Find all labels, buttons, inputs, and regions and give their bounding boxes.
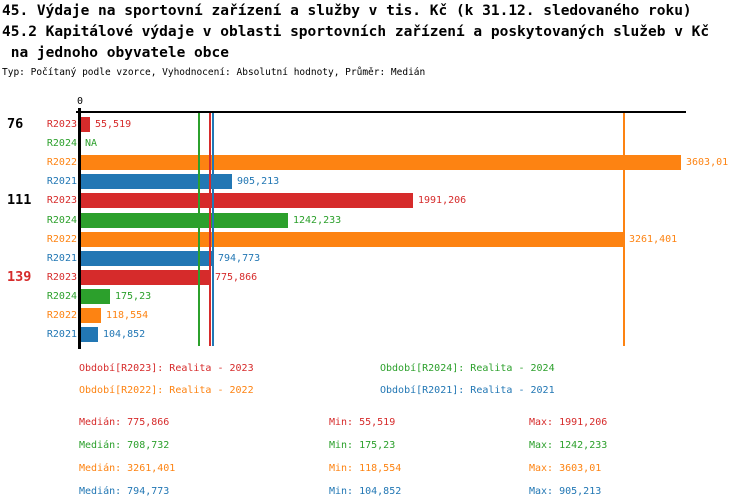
median-line-R2024 [198, 113, 200, 346]
value-label-R2022-group111: 3261,401 [629, 234, 678, 245]
group-label-139: 139 [7, 269, 32, 285]
median-line-R2021 [212, 113, 214, 346]
stat-min-R2022: Min: 118,554 [329, 463, 402, 474]
series-label-R2021: R2021 [46, 253, 77, 264]
bar-R2022-group139 [81, 308, 101, 323]
stat-max-R2022: Max: 3603,01 [529, 463, 602, 474]
series-label-R2021: R2021 [46, 329, 77, 340]
group-label-76: 76 [7, 116, 24, 132]
stat-min-R2024: Min: 175,23 [329, 440, 396, 451]
value-label-R2024-group111: 1242,233 [293, 215, 342, 226]
page-subtitle: Typ: Počítaný podle vzorce, Vyhodnocení:… [2, 67, 426, 78]
bar-R2023-group111 [81, 193, 413, 208]
series-label-R2023: R2023 [46, 119, 77, 130]
bar-R2022-group76 [81, 155, 681, 170]
value-label-R2022-group139: 118,554 [106, 310, 149, 321]
stat-max-R2021: Max: 905,213 [529, 486, 602, 497]
bar-R2023-group139 [81, 270, 210, 285]
stat-max-R2024: Max: 1242,233 [529, 440, 608, 451]
stat-max-R2023: Max: 1991,206 [529, 417, 608, 428]
bar-R2024-group139 [81, 289, 110, 304]
series-label-R2021: R2021 [46, 176, 77, 187]
axis-zero-label: 0 [76, 96, 84, 107]
page-title-line1: 45. Výdaje na sportovní zařízení a služb… [2, 3, 692, 19]
series-label-R2024: R2024 [46, 215, 77, 226]
page-title-line2: 45.2 Kapitálové výdaje v oblasti sportov… [2, 24, 710, 40]
series-label-R2024: R2024 [46, 291, 77, 302]
stat-median-R2023: Medián: 775,866 [79, 417, 170, 428]
legend-item-R2022: Období[R2022]: Realita - 2022 [79, 385, 254, 396]
series-label-R2022: R2022 [46, 157, 77, 168]
value-label-R2024-group139: 175,23 [115, 291, 152, 302]
series-label-R2024: R2024 [46, 138, 77, 149]
page-title-line3: na jednoho obyvatele obce [2, 45, 229, 61]
stat-min-R2023: Min: 55,519 [329, 417, 396, 428]
series-label-R2023: R2023 [46, 195, 77, 206]
median-line-R2022 [623, 113, 625, 346]
zero-baseline [78, 108, 81, 349]
value-label-R2021-group111: 794,773 [218, 253, 261, 264]
value-label-R2021-group139: 104,852 [103, 329, 146, 340]
value-label-R2023-group139: 775,866 [215, 272, 258, 283]
value-label-R2022-group76: 3603,01 [686, 157, 729, 168]
value-label-R2021-group76: 905,213 [237, 176, 280, 187]
legend-item-R2023: Období[R2023]: Realita - 2023 [79, 363, 254, 374]
group-label-111: 111 [7, 192, 32, 208]
bar-R2021-group76 [81, 174, 232, 189]
median-line-R2023 [209, 113, 211, 346]
bar-R2024-group111 [81, 213, 288, 228]
value-label-R2023-group76: 55,519 [95, 119, 132, 130]
series-label-R2022: R2022 [46, 310, 77, 321]
stat-median-R2022: Medián: 3261,401 [79, 463, 176, 474]
bar-R2021-group111 [81, 251, 213, 266]
legend-item-R2021: Období[R2021]: Realita - 2021 [380, 385, 555, 396]
series-label-R2023: R2023 [46, 272, 77, 283]
legend-item-R2024: Období[R2024]: Realita - 2024 [380, 363, 555, 374]
x-axis-line [76, 111, 686, 113]
bar-R2021-group139 [81, 327, 98, 342]
value-label-R2023-group111: 1991,206 [418, 195, 467, 206]
bar-R2022-group111 [81, 232, 624, 247]
stat-median-R2021: Medián: 794,773 [79, 486, 170, 497]
stat-min-R2021: Min: 104,852 [329, 486, 402, 497]
series-label-R2022: R2022 [46, 234, 77, 245]
stat-median-R2024: Medián: 708,732 [79, 440, 170, 451]
bar-R2023-group76 [81, 117, 90, 132]
value-label-R2024-group76: NA [85, 138, 98, 149]
